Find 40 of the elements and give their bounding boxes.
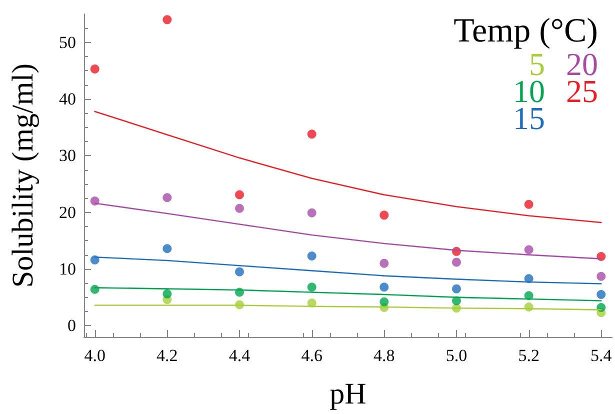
- y-tick-label: 40: [59, 90, 76, 108]
- y-tick-label: 10: [59, 260, 76, 278]
- point: [162, 15, 172, 24]
- x-tick-label: 4.0: [84, 346, 106, 365]
- point: [235, 190, 244, 200]
- point: [596, 272, 606, 281]
- x-tick-label: 5.2: [518, 346, 540, 365]
- point: [162, 289, 172, 298]
- y-axis-title: Solubility (mg/ml): [6, 63, 40, 288]
- x-tick-label: 4.8: [374, 346, 395, 365]
- point: [380, 297, 389, 306]
- point: [90, 64, 100, 74]
- point: [452, 284, 461, 294]
- point: [90, 255, 100, 264]
- x-tick-label: 4.2: [156, 346, 178, 365]
- point: [90, 196, 100, 206]
- y-tick-label: 30: [59, 146, 76, 166]
- point: [307, 251, 316, 260]
- x-tick-label: 5.0: [446, 346, 468, 365]
- point: [235, 267, 244, 276]
- point: [380, 210, 389, 220]
- y-tick-label: 20: [59, 202, 76, 222]
- point: [380, 282, 389, 292]
- y-tick-label: 50: [59, 32, 76, 52]
- point: [162, 193, 172, 202]
- x-tick-label: 4.6: [301, 346, 322, 365]
- point: [452, 258, 461, 267]
- x-axis-title: pH: [330, 378, 366, 410]
- point: [524, 200, 534, 209]
- point: [307, 130, 316, 139]
- point: [307, 208, 316, 218]
- x-tick-label: 4.4: [228, 346, 251, 365]
- point: [235, 204, 244, 213]
- point: [162, 244, 172, 254]
- y-tick-label: 0: [68, 316, 76, 336]
- x-tick-label: 5.4: [590, 346, 612, 365]
- point: [524, 245, 534, 254]
- point: [596, 290, 606, 299]
- point: [307, 282, 316, 292]
- point: [380, 258, 389, 268]
